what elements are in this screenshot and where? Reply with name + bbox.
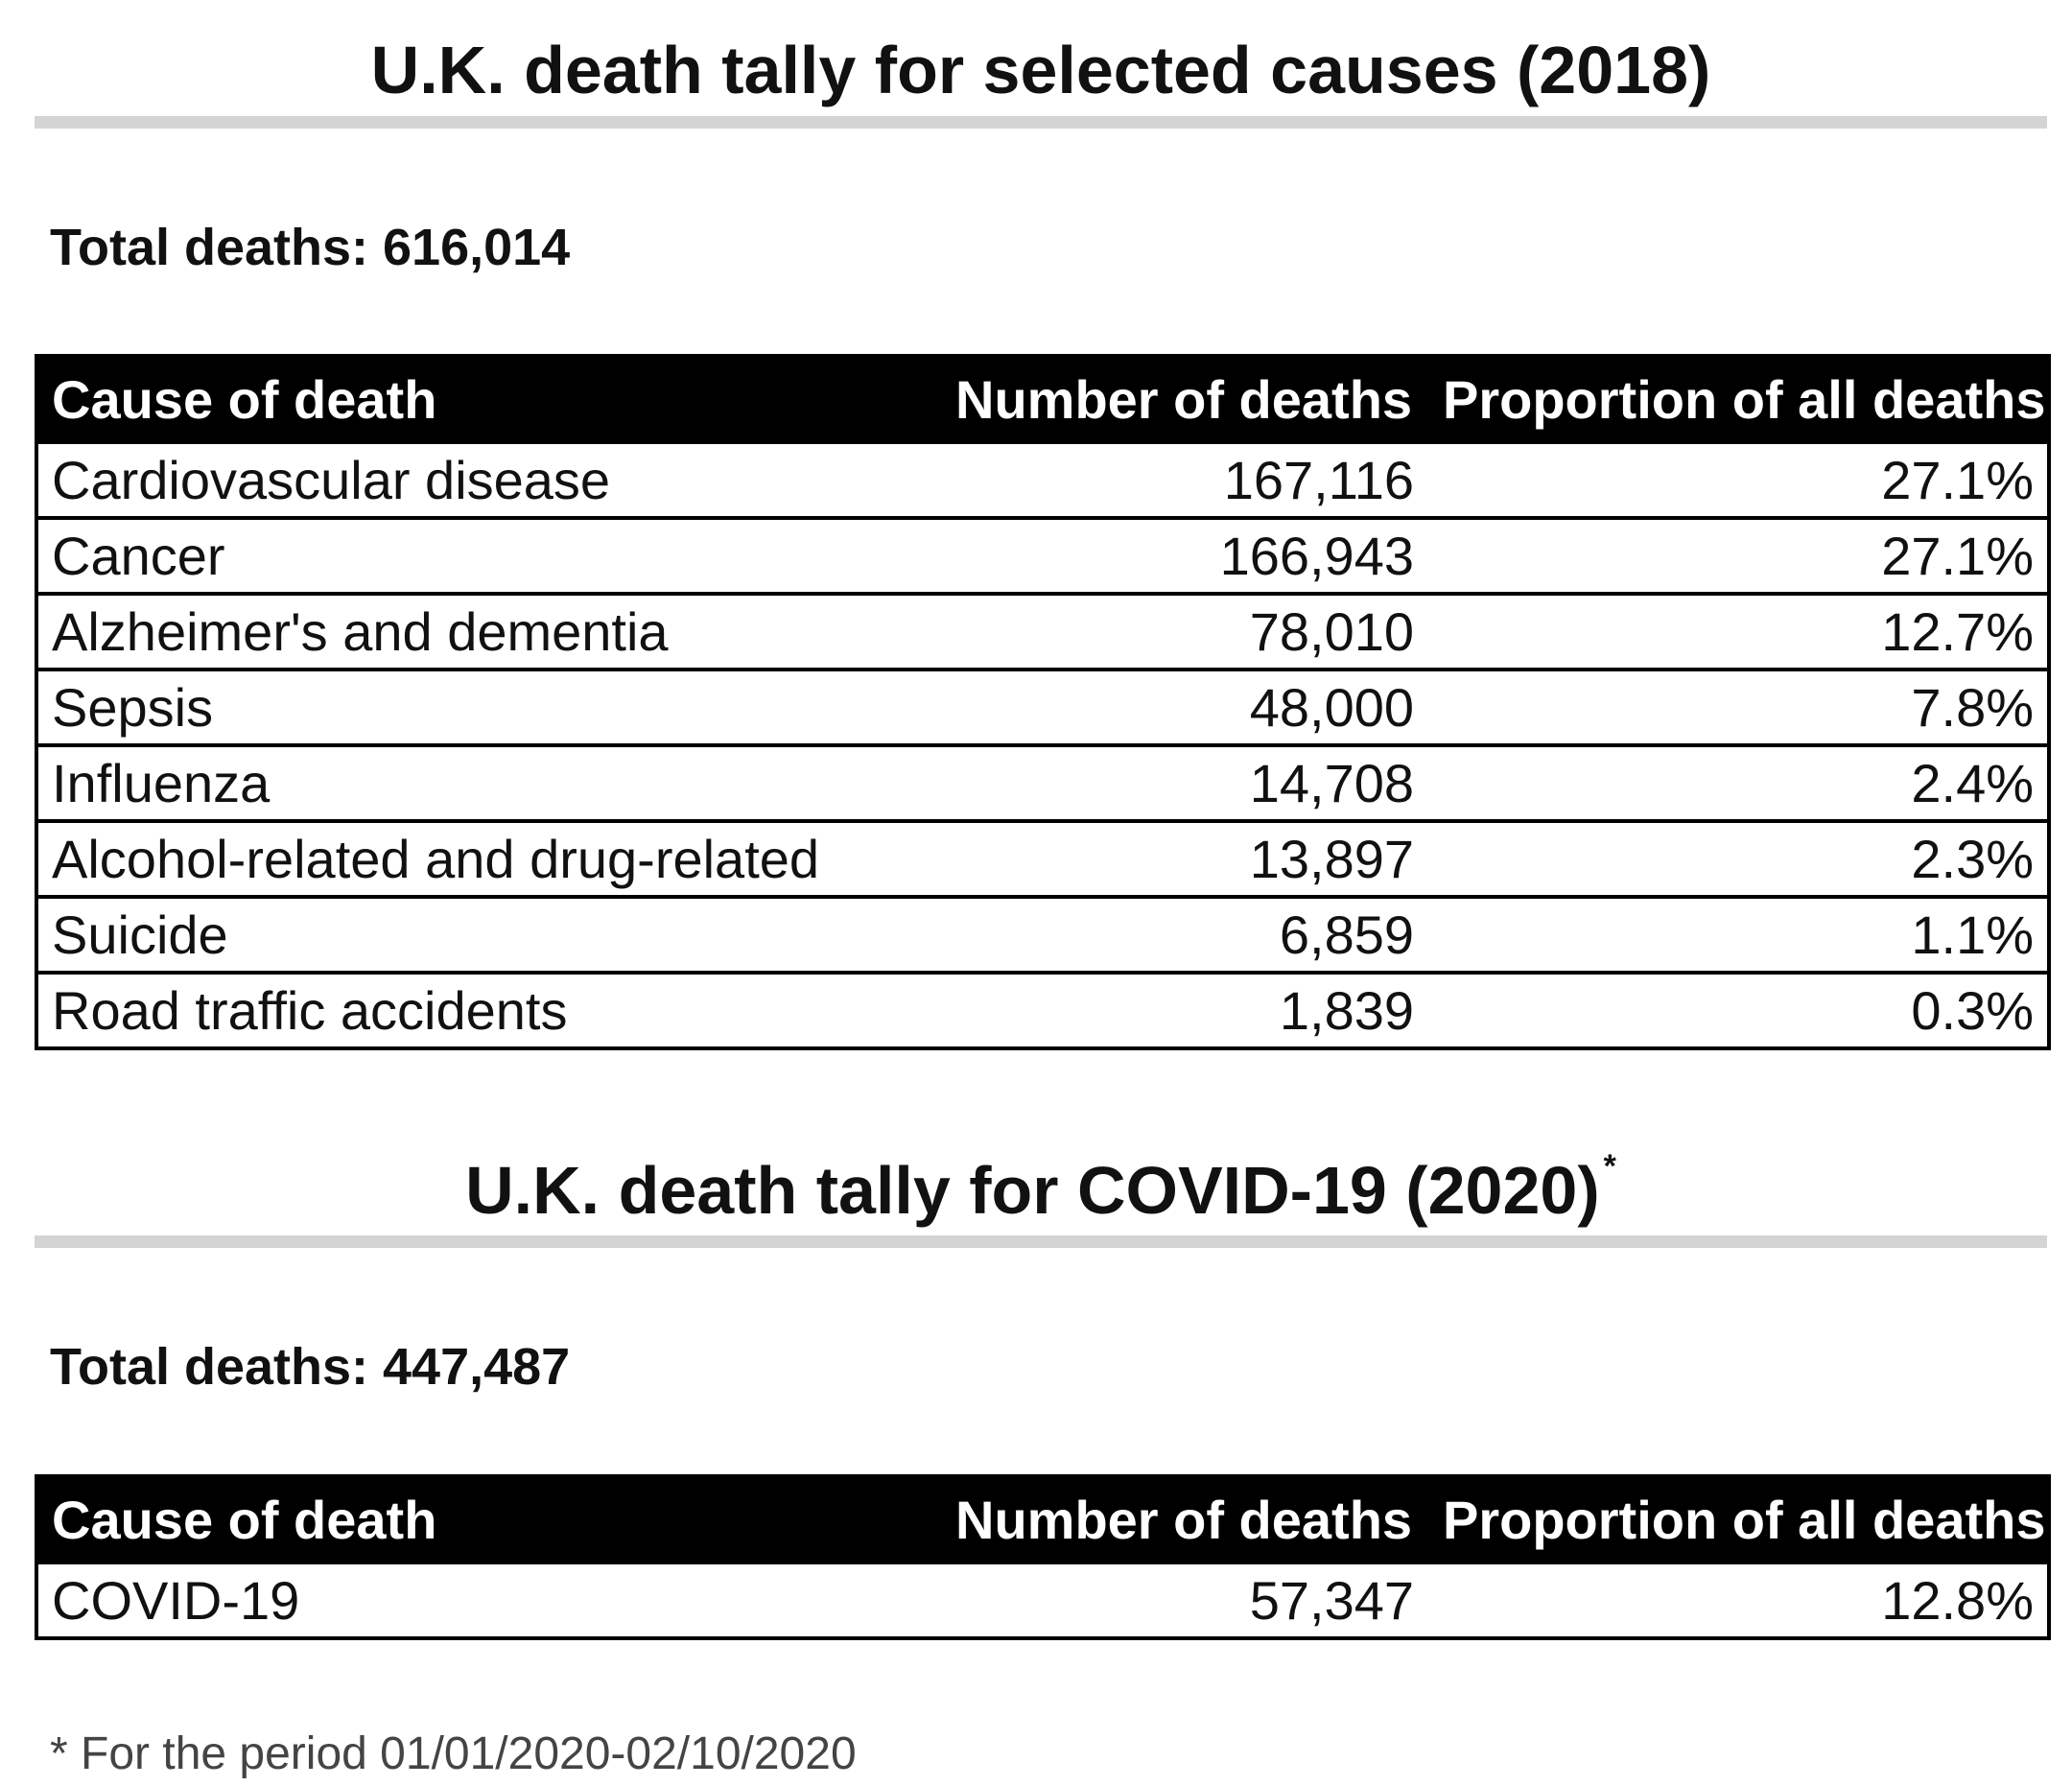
deaths-cell: 167,116 [940, 440, 1427, 518]
table-row: Alcohol-related and drug-related 13,897 … [35, 819, 2051, 897]
section-2020-title-rule [35, 1235, 2047, 1248]
column-header-number: Number of deaths [938, 354, 1429, 444]
table-2020-header-row: Cause of death Number of deaths Proporti… [35, 1474, 2051, 1564]
proportion-cell: 1.1% [1427, 895, 2051, 973]
column-header-proportion: Proportion of all deaths [1425, 1474, 2051, 1564]
cause-cell: Alcohol-related and drug-related [35, 819, 940, 897]
cause-cell: Sepsis [35, 668, 940, 745]
cause-cell: Suicide [35, 895, 940, 973]
cause-cell: Influenza [35, 743, 940, 821]
deaths-cell: 57,347 [940, 1561, 1427, 1640]
table-row: Alzheimer's and dementia 78,010 12.7% [35, 592, 2051, 670]
proportion-cell: 7.8% [1427, 668, 2051, 745]
proportion-cell: 2.3% [1427, 819, 2051, 897]
footnote-marker: * [1603, 1148, 1616, 1185]
section-2018-title-text: U.K. death tally for selected causes (20… [370, 33, 1711, 107]
proportion-cell: 12.7% [1427, 592, 2051, 670]
proportion-cell: 27.1% [1427, 516, 2051, 594]
table-row: Suicide 6,859 1.1% [35, 895, 2051, 973]
column-header-number: Number of deaths [938, 1474, 1429, 1564]
proportion-cell: 0.3% [1427, 971, 2051, 1050]
column-header-cause: Cause of death [35, 1474, 942, 1564]
deaths-cell: 78,010 [940, 592, 1427, 670]
table-row: Sepsis 48,000 7.8% [35, 668, 2051, 745]
table-row: Influenza 14,708 2.4% [35, 743, 2051, 821]
proportion-cell: 2.4% [1427, 743, 2051, 821]
cause-cell: Road traffic accidents [35, 971, 940, 1050]
table-row: Cancer 166,943 27.1% [35, 516, 2051, 594]
table-2018: Cause of death Number of deaths Proporti… [35, 354, 2051, 1050]
deaths-cell: 1,839 [940, 971, 1427, 1050]
column-header-cause: Cause of death [35, 354, 942, 444]
table-row: Cardiovascular disease 167,116 27.1% [35, 440, 2051, 518]
table-2020: Cause of death Number of deaths Proporti… [35, 1474, 2051, 1640]
cause-cell: Cardiovascular disease [35, 440, 940, 518]
cause-cell: COVID-19 [35, 1561, 940, 1640]
section-2020-total-deaths: Total deaths: 447,487 [50, 1338, 571, 1396]
deaths-cell: 166,943 [940, 516, 1427, 594]
cause-cell: Alzheimer's and dementia [35, 592, 940, 670]
cause-cell: Cancer [35, 516, 940, 594]
deaths-cell: 48,000 [940, 668, 1427, 745]
section-2018-total-deaths: Total deaths: 616,014 [50, 219, 571, 276]
section-2020-title: U.K. death tally for COVID-19 (2020) * [35, 1148, 2047, 1241]
table-2018-header-row: Cause of death Number of deaths Proporti… [35, 354, 2051, 444]
column-header-proportion: Proportion of all deaths [1425, 354, 2051, 444]
section-2018-title: U.K. death tally for selected causes (20… [35, 32, 2047, 108]
section-2018-title-rule [35, 116, 2047, 129]
deaths-cell: 14,708 [940, 743, 1427, 821]
proportion-cell: 12.8% [1427, 1561, 2051, 1640]
deaths-cell: 6,859 [940, 895, 1427, 973]
section-2020-title-text: U.K. death tally for COVID-19 (2020) [465, 1153, 1600, 1228]
table-row: COVID-19 57,347 12.8% [35, 1561, 2051, 1640]
footnote: * For the period 01/01/2020-02/10/2020 [50, 1728, 857, 1779]
deaths-cell: 13,897 [940, 819, 1427, 897]
proportion-cell: 27.1% [1427, 440, 2051, 518]
table-row: Road traffic accidents 1,839 0.3% [35, 971, 2051, 1050]
